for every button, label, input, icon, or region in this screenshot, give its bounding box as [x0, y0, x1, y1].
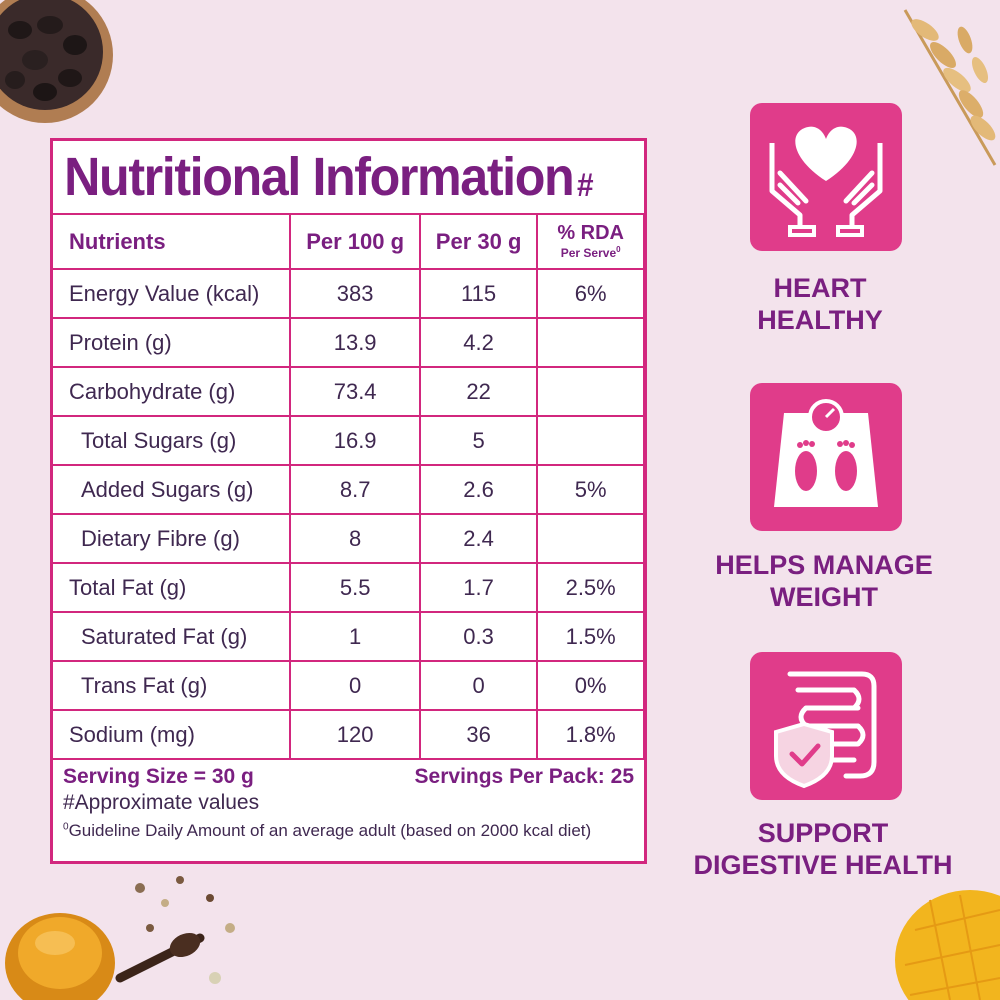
value-per-100g: 73.4	[289, 366, 421, 417]
panel-footer: Serving Size = 30 g Servings Per Pack: 2…	[53, 759, 644, 861]
heart-healthy-tile	[750, 103, 902, 251]
value-per-30g: 2.4	[418, 513, 539, 564]
weighing-scale-icon	[774, 399, 878, 507]
value-per-100g: 16.9	[289, 415, 421, 466]
nutrient-name: Energy Value (kcal)	[50, 268, 292, 319]
value-per-30g: 0	[418, 660, 539, 711]
manage-weight-tile	[750, 383, 902, 531]
benefit-label-line1: HELPS MANAGE	[715, 550, 933, 580]
header-rda-title: % RDA	[557, 222, 624, 244]
benefit-label-line1: HEART	[773, 273, 867, 303]
benefit-label-line1: SUPPORT	[757, 818, 889, 848]
value-rda	[536, 415, 645, 466]
value-rda: 0%	[536, 660, 645, 711]
table-header-row: Nutrients Per 100 g Per 30 g % RDA Per S…	[50, 213, 645, 270]
approx-note: #Approximate values	[63, 791, 260, 814]
table-row: Energy Value (kcal) 383 115 6%	[50, 268, 645, 319]
oat-stalk-image	[903, 9, 997, 166]
value-per-30g: 2.6	[418, 464, 539, 515]
table-row: Added Sugars (g) 8.7 2.6 5%	[50, 464, 645, 515]
digestive-health-label: SUPPORT DIGESTIVE HEALTH	[673, 817, 973, 881]
value-rda: 1.5%	[536, 611, 645, 662]
header-nutrients: Nutrients	[50, 213, 292, 270]
value-rda: 6%	[536, 268, 645, 319]
nutrient-name: Sodium (mg)	[50, 709, 292, 760]
benefit-label-line2: HEALTHY	[757, 305, 883, 335]
header-per-30g: Per 30 g	[418, 213, 539, 270]
guideline-text: Guideline Daily Amount of an average adu…	[68, 821, 592, 840]
value-per-100g: 8.7	[289, 464, 421, 515]
value-per-100g: 0	[289, 660, 421, 711]
nutrition-table: Nutrients Per 100 g Per 30 g % RDA Per S…	[50, 213, 645, 760]
nutrient-name: Total Sugars (g)	[50, 415, 292, 466]
value-rda	[536, 317, 645, 368]
manage-weight-label: HELPS MANAGE WEIGHT	[674, 549, 974, 613]
value-per-100g: 13.9	[289, 317, 421, 368]
header-rda: % RDA Per Serve0	[536, 213, 645, 270]
value-per-100g: 8	[289, 513, 421, 564]
nutrient-name: Protein (g)	[50, 317, 292, 368]
value-rda: 1.8%	[536, 709, 645, 760]
table-row: Total Sugars (g) 16.9 5	[50, 415, 645, 466]
value-per-30g: 22	[418, 366, 539, 417]
raisins-bowl-image	[0, 0, 113, 123]
panel-title-text: Nutritional Information	[64, 147, 575, 207]
guideline-mark: 0	[63, 821, 69, 833]
serving-size: Serving Size = 30 g	[63, 765, 254, 788]
value-per-30g: 115	[418, 268, 539, 319]
value-rda: 5%	[536, 464, 645, 515]
guideline-note: 0Guideline Daily Amount of an average ad…	[63, 821, 634, 841]
table-row: Saturated Fat (g) 1 0.3 1.5%	[50, 611, 645, 662]
nutrient-name: Total Fat (g)	[50, 562, 292, 613]
table-row: Protein (g) 13.9 4.2	[50, 317, 645, 368]
value-rda: 2.5%	[536, 562, 645, 613]
panel-title-mark: #	[577, 166, 594, 203]
table-row: Sodium (mg) 120 36 1.8%	[50, 709, 645, 760]
value-per-30g: 4.2	[418, 317, 539, 368]
value-per-100g: 120	[289, 709, 421, 760]
header-rda-subtitle: Per Serve0	[538, 243, 643, 260]
value-rda	[536, 513, 645, 564]
nutrient-name: Dietary Fibre (g)	[50, 513, 292, 564]
header-per-100g: Per 100 g	[289, 213, 421, 270]
nutrient-name: Saturated Fat (g)	[50, 611, 292, 662]
header-rda-subtitle-text: Per Serve	[560, 246, 617, 260]
nutrient-name: Carbohydrate (g)	[50, 366, 292, 417]
value-per-30g: 5	[418, 415, 539, 466]
value-per-30g: 36	[418, 709, 539, 760]
value-per-100g: 383	[289, 268, 421, 319]
value-per-100g: 5.5	[289, 562, 421, 613]
nutrient-name: Added Sugars (g)	[50, 464, 292, 515]
table-row: Trans Fat (g) 0 0 0%	[50, 660, 645, 711]
value-rda	[536, 366, 645, 417]
serving-info-row: Serving Size = 30 g Servings Per Pack: 2…	[63, 765, 634, 789]
nutrition-info-panel: Nutritional Information # Nutrients Per …	[50, 138, 647, 864]
value-per-30g: 0.3	[418, 611, 539, 662]
mango-image	[895, 890, 1000, 1000]
value-per-100g: 1	[289, 611, 421, 662]
benefit-label-line2: DIGESTIVE HEALTH	[693, 850, 953, 880]
benefit-label-line2: WEIGHT	[770, 582, 878, 612]
honey-dipper-image	[5, 876, 235, 1000]
digestive-shield-icon	[774, 671, 877, 789]
table-row: Total Fat (g) 5.5 1.7 2.5%	[50, 562, 645, 613]
heart-healthy-label: HEART HEALTHY	[670, 272, 970, 336]
panel-title: Nutritional Information #	[53, 141, 603, 213]
digestive-health-tile	[750, 652, 902, 800]
nutrient-name: Trans Fat (g)	[50, 660, 292, 711]
heart-in-hands-icon	[769, 126, 883, 237]
header-rda-mark: 0	[616, 245, 621, 254]
servings-per-pack: Servings Per Pack: 25	[414, 765, 634, 788]
table-row: Dietary Fibre (g) 8 2.4	[50, 513, 645, 564]
table-row: Carbohydrate (g) 73.4 22	[50, 366, 645, 417]
value-per-30g: 1.7	[418, 562, 539, 613]
